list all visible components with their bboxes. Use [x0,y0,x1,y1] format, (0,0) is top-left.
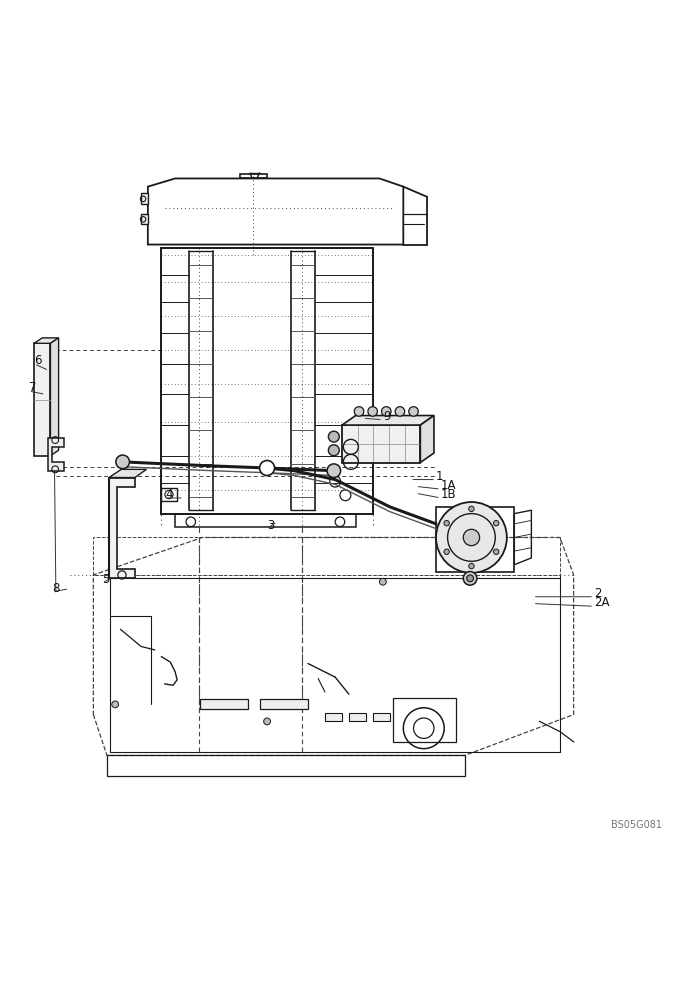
Text: 5: 5 [102,573,109,586]
Polygon shape [200,699,248,709]
Circle shape [395,407,405,416]
Text: 1A: 1A [440,479,456,492]
Circle shape [259,460,274,475]
Polygon shape [109,478,135,578]
Bar [325,713,342,721]
Circle shape [409,407,419,416]
Circle shape [444,520,449,526]
Bar [373,713,390,721]
Polygon shape [342,416,434,425]
Text: 8: 8 [53,582,60,595]
Circle shape [436,502,507,573]
Polygon shape [109,469,146,478]
Circle shape [469,563,474,569]
Text: 4: 4 [165,488,172,501]
Polygon shape [260,699,308,709]
Circle shape [493,549,499,554]
Bar [342,425,421,463]
Bar [349,713,366,721]
Circle shape [382,407,391,416]
Circle shape [463,529,479,546]
Text: 1: 1 [436,470,443,483]
Circle shape [380,578,386,585]
Text: 9: 9 [383,410,391,423]
Text: 1B: 1B [440,488,456,501]
Text: 2: 2 [594,587,601,600]
Circle shape [469,506,474,512]
Bar [436,507,514,572]
Text: 2A: 2A [594,596,609,609]
Circle shape [328,431,339,442]
Circle shape [444,549,449,554]
Circle shape [463,572,477,585]
Text: 3: 3 [267,519,274,532]
Text: BS05G081: BS05G081 [611,820,662,830]
Polygon shape [51,338,59,456]
Polygon shape [34,338,59,343]
Circle shape [116,455,129,469]
Circle shape [354,407,364,416]
Polygon shape [421,416,434,463]
Circle shape [327,464,341,478]
Circle shape [493,520,499,526]
Bar [34,343,51,456]
Polygon shape [141,214,148,224]
Circle shape [466,575,473,582]
Circle shape [328,445,339,456]
Polygon shape [141,193,148,204]
Polygon shape [48,438,64,471]
Circle shape [111,701,118,708]
Circle shape [263,718,270,725]
Text: 7: 7 [29,381,36,394]
Text: 6: 6 [34,354,42,367]
Circle shape [368,407,378,416]
Bar [393,698,456,742]
